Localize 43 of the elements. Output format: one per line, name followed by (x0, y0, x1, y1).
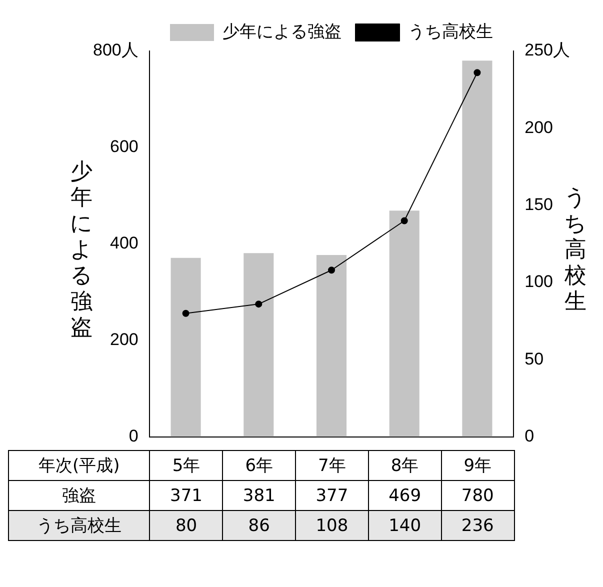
text: 強盗 (8, 480, 150, 510)
y2-tick-label: 100 (524, 272, 554, 292)
text: 年次(平成) (8, 450, 150, 480)
x-tick-label: 6年 (222, 450, 296, 480)
text: うち高校生 (36, 516, 122, 536)
y2-axis-title: うち高校生 (564, 186, 588, 315)
data-label: 381 (222, 480, 296, 510)
bar (389, 210, 420, 437)
data-label: 377 (296, 480, 368, 510)
y-tick-label: 400 (110, 234, 138, 253)
data-label: 371 (150, 480, 223, 510)
point (400, 217, 408, 224)
bar (316, 254, 347, 437)
y2-tick-label: 250人 (524, 40, 570, 60)
x-tick-label: 5年 (150, 450, 223, 480)
data-label: 780 (441, 480, 514, 510)
legend-label: うち高校生 (408, 22, 493, 42)
bar (462, 60, 492, 437)
bar (170, 258, 201, 437)
y-tick-label: 0 (128, 426, 138, 446)
y2-tick-label: 50 (524, 349, 544, 368)
bar (244, 253, 274, 437)
point (182, 310, 190, 317)
y-tick-label: 600 (110, 137, 138, 156)
x-tick-label: 8年 (368, 450, 442, 480)
data-label: 80 (150, 510, 223, 540)
data-label: 140 (368, 510, 442, 540)
data-label: 236 (441, 510, 514, 540)
y2-tick-label: 150 (524, 195, 554, 214)
y2-tick-label: 0 (524, 426, 534, 446)
y-tick-label: 800人 (92, 40, 138, 60)
data-label: 108 (296, 510, 368, 540)
y2-tick-label: 200 (524, 118, 554, 137)
x-tick-label: 9年 (441, 450, 514, 480)
y-axis-title: 少年による強盗 (70, 160, 93, 341)
point (474, 69, 481, 76)
data-label: 469 (368, 480, 442, 510)
data-label: 86 (222, 510, 296, 540)
point (255, 300, 262, 308)
y-tick-label: 200 (110, 330, 138, 350)
point (328, 266, 335, 274)
x-tick-label: 7年 (296, 450, 368, 480)
legend-label: 少年による強盗 (222, 22, 342, 42)
